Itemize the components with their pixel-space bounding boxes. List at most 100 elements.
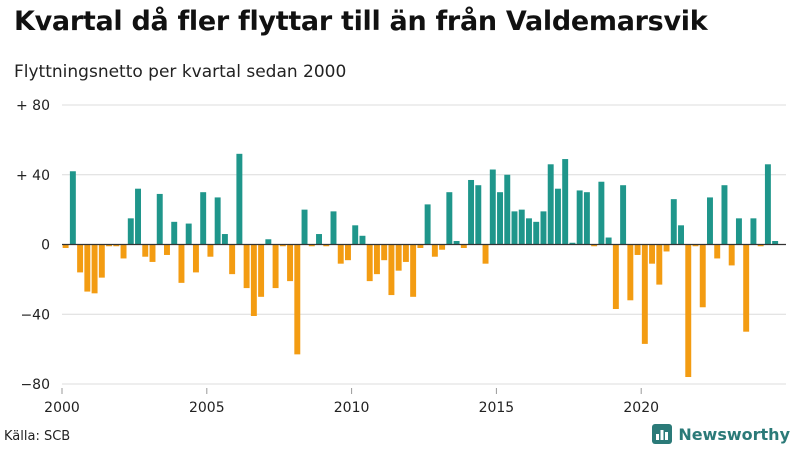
- bar: [612, 244, 619, 310]
- bar: [395, 244, 402, 271]
- bar: [670, 199, 677, 245]
- bar: [345, 244, 351, 261]
- bar: [294, 244, 301, 355]
- bar: [381, 244, 388, 261]
- chart-title: Kvartal då fler flyttar till än från Val…: [14, 6, 708, 37]
- bar: [439, 244, 446, 250]
- x-tick-label: 2000: [44, 400, 80, 416]
- bar: [569, 242, 576, 245]
- bar: [518, 209, 525, 245]
- bar: [308, 244, 315, 247]
- bar: [359, 235, 366, 245]
- bar: [250, 244, 257, 316]
- bar: [562, 159, 569, 245]
- bar: [685, 244, 692, 378]
- bar: [366, 244, 373, 282]
- bar: [757, 244, 764, 247]
- bar: [301, 209, 308, 245]
- y-tick-label: −80: [20, 377, 50, 393]
- bar: [337, 244, 344, 264]
- bar: [352, 225, 359, 245]
- bar: [207, 244, 214, 257]
- bar: [598, 181, 605, 245]
- y-tick-label: 0: [41, 238, 50, 254]
- bar: [431, 244, 438, 257]
- bar: [511, 211, 518, 245]
- bar: [692, 244, 699, 247]
- bar: [62, 244, 69, 248]
- bar: [634, 244, 641, 255]
- bars: [62, 153, 779, 378]
- bar: [772, 241, 779, 245]
- bar: [287, 244, 294, 282]
- bar: [279, 244, 286, 247]
- bar: [171, 221, 178, 245]
- bar: [417, 244, 424, 248]
- bar: [533, 221, 540, 245]
- bar: [663, 244, 670, 252]
- bar: [620, 185, 627, 245]
- brand-logo: Newsworthy: [652, 424, 790, 444]
- bar: [316, 234, 322, 245]
- bar: [265, 239, 272, 245]
- grid-lines: [62, 104, 786, 385]
- bar: [707, 197, 713, 245]
- bar: [229, 244, 236, 275]
- bar: [489, 169, 496, 245]
- brand-name: Newsworthy: [678, 424, 790, 444]
- chart-subtitle: Flyttningsnetto per kvartal sedan 2000: [14, 62, 347, 82]
- bar: [649, 244, 656, 264]
- bar: [721, 185, 728, 245]
- bar: [424, 204, 431, 245]
- bar: [540, 211, 547, 245]
- bar: [77, 244, 84, 273]
- bar: [497, 192, 503, 245]
- bar: [504, 174, 511, 245]
- bar: [236, 153, 243, 245]
- bar: [127, 218, 134, 245]
- bar-chart-icon: [652, 424, 673, 444]
- bar: [330, 211, 337, 245]
- bar: [106, 244, 113, 247]
- y-tick-label: −40: [20, 307, 50, 323]
- bar: [135, 188, 141, 245]
- bar: [192, 244, 199, 273]
- bar: [185, 223, 192, 245]
- x-tick-label: 2015: [479, 400, 515, 416]
- bar: [605, 237, 612, 245]
- bar: [221, 234, 228, 245]
- bar: [583, 192, 590, 245]
- bar: [446, 192, 453, 245]
- bar: [453, 241, 460, 245]
- x-tick-label: 2020: [623, 400, 659, 416]
- x-tick-label: 2010: [334, 400, 370, 416]
- bar: [402, 244, 409, 262]
- bar: [84, 244, 91, 292]
- bar: [554, 188, 561, 245]
- bar: [149, 244, 156, 262]
- bar: [98, 244, 105, 278]
- bar: [373, 244, 380, 275]
- bar: [714, 244, 721, 259]
- bar: [200, 192, 207, 245]
- bar: [750, 218, 757, 245]
- bar: [591, 244, 598, 247]
- bar: [735, 218, 742, 245]
- bar: [576, 190, 583, 245]
- bar: [699, 244, 706, 308]
- bar: [120, 244, 127, 259]
- bar: [678, 225, 684, 245]
- bar: [526, 218, 532, 245]
- y-tick-label: + 40: [16, 168, 50, 184]
- bar: [460, 244, 467, 248]
- y-tick-label: + 80: [16, 98, 50, 114]
- bar: [410, 244, 417, 297]
- bar: [743, 244, 750, 332]
- x-tick-label: 2005: [189, 400, 225, 416]
- bar: [142, 244, 149, 257]
- bar: [482, 244, 489, 264]
- bar: [468, 179, 475, 245]
- bar: [178, 244, 185, 283]
- bar: [214, 197, 221, 245]
